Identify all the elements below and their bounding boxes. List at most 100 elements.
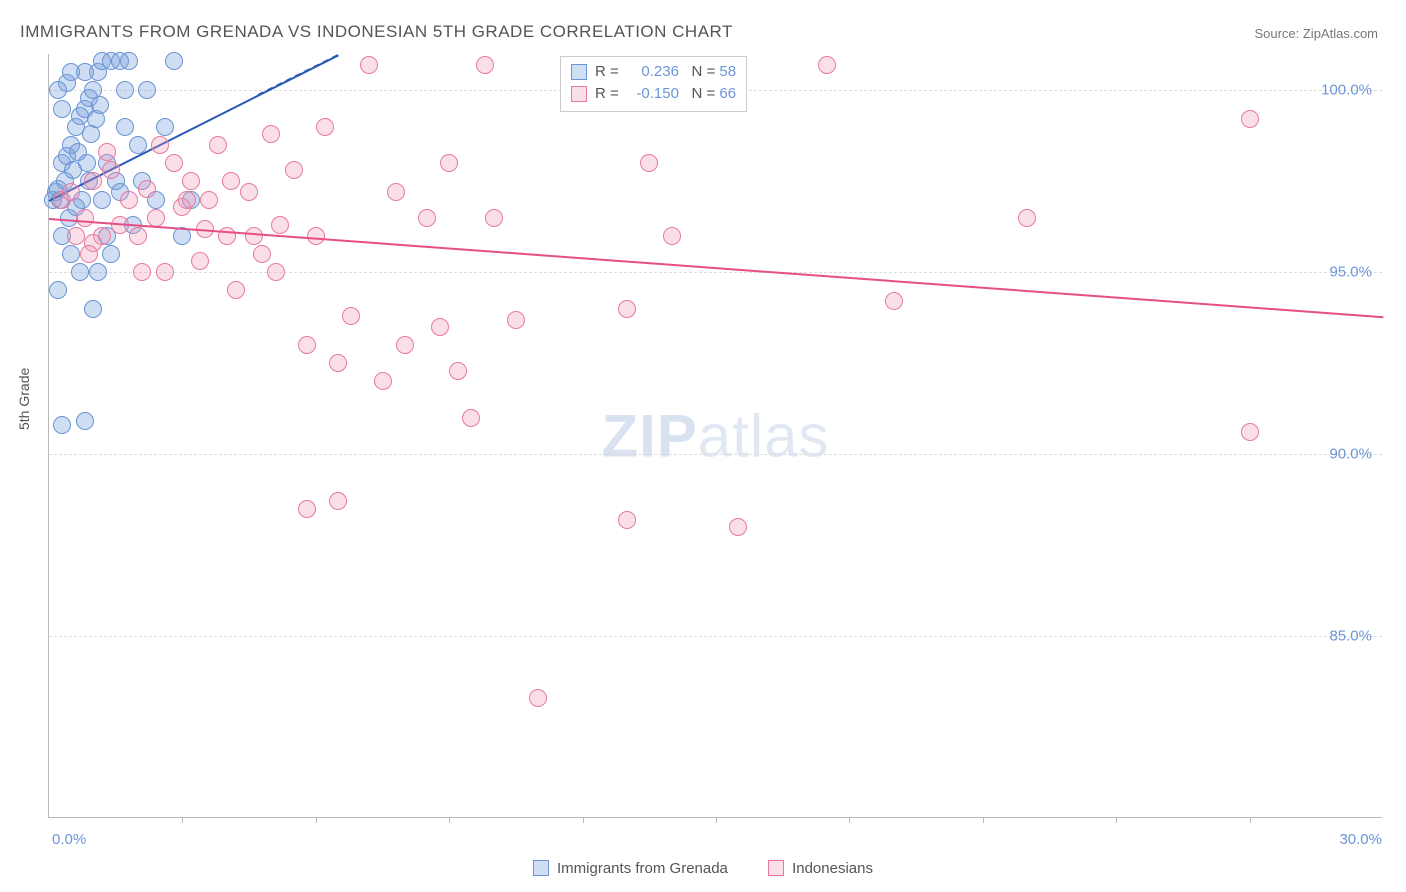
data-point	[507, 311, 525, 329]
data-point	[449, 362, 467, 380]
data-point	[440, 154, 458, 172]
data-point	[663, 227, 681, 245]
data-point	[91, 96, 109, 114]
data-point	[84, 172, 102, 190]
data-point	[227, 281, 245, 299]
data-point	[618, 511, 636, 529]
legend-stats: R = 0.236 N = 58	[595, 61, 736, 83]
data-point	[329, 354, 347, 372]
data-point	[396, 336, 414, 354]
data-point	[71, 263, 89, 281]
data-point	[53, 416, 71, 434]
data-point	[307, 227, 325, 245]
data-point	[245, 227, 263, 245]
data-point	[267, 263, 285, 281]
data-point	[431, 318, 449, 336]
data-point	[418, 209, 436, 227]
data-point	[98, 143, 116, 161]
y-axis-title: 5th Grade	[16, 368, 32, 430]
y-tick-label: 85.0%	[1329, 628, 1372, 645]
data-point	[116, 118, 134, 136]
swatch-icon	[533, 860, 549, 876]
data-point	[191, 252, 209, 270]
x-tick	[316, 817, 317, 823]
data-point	[138, 180, 156, 198]
data-point	[62, 245, 80, 263]
data-point	[120, 191, 138, 209]
data-point	[133, 263, 151, 281]
data-point	[165, 154, 183, 172]
data-point	[165, 52, 183, 70]
data-point	[67, 227, 85, 245]
y-tick-label: 90.0%	[1329, 446, 1372, 463]
data-point	[1018, 209, 1036, 227]
data-point	[116, 81, 134, 99]
data-point	[285, 161, 303, 179]
data-point	[218, 227, 236, 245]
data-point	[151, 136, 169, 154]
x-tick	[849, 817, 850, 823]
correlation-legend: R = 0.236 N = 58R = -0.150 N = 66	[560, 56, 747, 112]
data-point	[200, 191, 218, 209]
data-point	[182, 172, 200, 190]
data-point	[485, 209, 503, 227]
data-point	[298, 500, 316, 518]
legend-label: Indonesians	[792, 860, 873, 877]
data-point	[387, 183, 405, 201]
data-point	[476, 56, 494, 74]
data-point	[640, 154, 658, 172]
data-point	[360, 56, 378, 74]
data-point	[178, 191, 196, 209]
data-point	[1241, 110, 1259, 128]
data-point	[93, 191, 111, 209]
data-point	[76, 412, 94, 430]
gridline	[49, 636, 1382, 637]
trend-line	[49, 218, 1383, 318]
data-point	[156, 263, 174, 281]
x-tick-label-min: 0.0%	[52, 831, 86, 848]
x-tick	[1116, 817, 1117, 823]
chart-title: IMMIGRANTS FROM GRENADA VS INDONESIAN 5T…	[20, 22, 733, 42]
data-point	[209, 136, 227, 154]
data-point	[84, 300, 102, 318]
x-tick	[583, 817, 584, 823]
swatch-icon	[768, 860, 784, 876]
data-point	[62, 63, 80, 81]
swatch-icon	[571, 86, 587, 102]
data-point	[138, 81, 156, 99]
data-point	[462, 409, 480, 427]
data-point	[102, 161, 120, 179]
data-point	[1241, 423, 1259, 441]
watermark: ZIPatlas	[601, 401, 829, 470]
source-label: Source: ZipAtlas.com	[1254, 26, 1378, 41]
data-point	[156, 118, 174, 136]
series-legend: Immigrants from Grenada Indonesians	[0, 860, 1406, 881]
data-point	[885, 292, 903, 310]
data-point	[102, 245, 120, 263]
y-tick-label: 95.0%	[1329, 264, 1372, 281]
data-point	[271, 216, 289, 234]
data-point	[529, 689, 547, 707]
data-point	[818, 56, 836, 74]
data-point	[49, 81, 67, 99]
data-point	[262, 125, 280, 143]
data-point	[240, 183, 258, 201]
data-point	[129, 227, 147, 245]
y-tick-label: 100.0%	[1321, 82, 1372, 99]
data-point	[618, 300, 636, 318]
legend-row: R = 0.236 N = 58	[571, 61, 736, 83]
watermark-rest: atlas	[698, 402, 830, 469]
data-point	[222, 172, 240, 190]
data-point	[62, 183, 80, 201]
data-point	[729, 518, 747, 536]
data-point	[49, 281, 67, 299]
legend-row: R = -0.150 N = 66	[571, 83, 736, 105]
data-point	[76, 209, 94, 227]
data-point	[342, 307, 360, 325]
data-point	[120, 52, 138, 70]
legend-item-grenada: Immigrants from Grenada	[533, 860, 728, 877]
data-point	[89, 263, 107, 281]
scatter-plot: ZIPatlas 85.0% 90.0% 95.0% 100.0%	[48, 54, 1382, 818]
x-tick-label-max: 30.0%	[1339, 831, 1382, 848]
data-point	[329, 492, 347, 510]
